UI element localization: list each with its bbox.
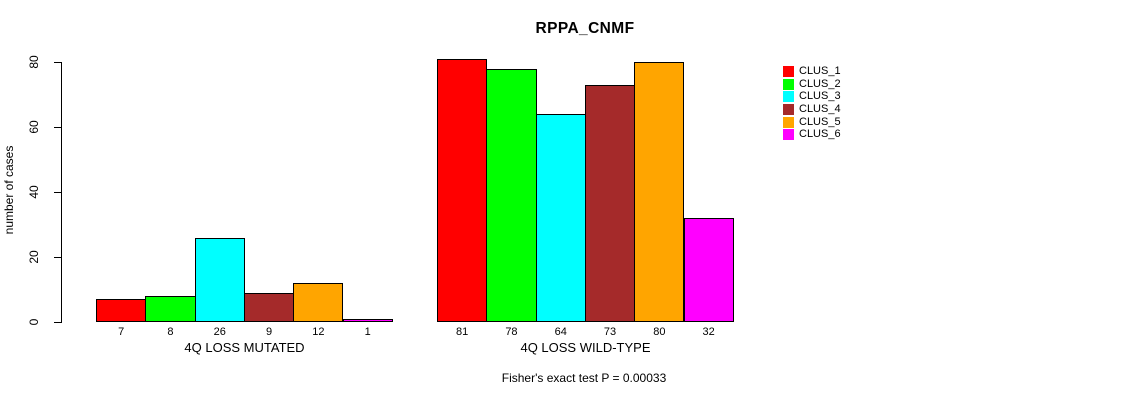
legend-label: CLUS_1: [799, 65, 841, 77]
legend-item-clus_5: CLUS_5: [783, 116, 841, 129]
y-tick-label: 80: [27, 55, 41, 69]
bar-clus_3: [535, 114, 586, 322]
legend-label: CLUS_4: [799, 103, 841, 116]
bar-value-label: 12: [312, 326, 325, 338]
legend-label: CLUS_5: [799, 115, 841, 128]
y-tick: [54, 192, 61, 193]
bar-value-label: 1: [364, 326, 371, 338]
legend-swatch-icon: [783, 116, 794, 128]
bar-value-label: 7: [118, 326, 125, 338]
bar-group-mutated: 4Q LOSS MUTATED 7 8 26 9 12 1: [96, 0, 393, 355]
bar-value-label: 9: [265, 326, 273, 338]
bar-clus_2: [486, 68, 537, 322]
y-tick: [54, 322, 61, 323]
legend-label: CLUS_2: [799, 77, 841, 90]
bar-value-label: 78: [505, 326, 518, 338]
legend-swatch-icon: [783, 129, 794, 141]
bar-value-label: 81: [456, 326, 469, 338]
group-label-wild-type: 4Q LOSS WILD-TYPE: [520, 340, 651, 355]
bar-clus_5: [634, 62, 685, 322]
bar-clus_3: [194, 237, 245, 322]
y-tick-label: 0: [27, 318, 41, 326]
y-tick: [54, 257, 61, 258]
legend-item-clus_2: CLUS_2: [783, 78, 841, 91]
bar-value-label: 26: [213, 326, 226, 338]
chart-title: RPPA_CNMF: [535, 20, 635, 37]
legend-label: CLUS_3: [799, 90, 841, 103]
bar-value-label: 73: [603, 326, 617, 338]
legend-swatch-icon: [783, 91, 794, 103]
y-axis-title: number of cases: [2, 145, 16, 235]
legend-swatch-icon: [783, 103, 794, 115]
legend-item-clus_1: CLUS_1: [783, 65, 841, 78]
bar-value-label: 8: [167, 326, 174, 338]
bar-clus_6: [342, 318, 393, 322]
y-tick-label: 20: [27, 250, 41, 264]
bar-clus_1: [96, 299, 147, 322]
bar-value-label: 80: [653, 326, 666, 338]
group-label-mutated: 4Q LOSS MUTATED: [184, 340, 305, 355]
bar-value-label: 32: [702, 326, 715, 338]
bar-clus_2: [145, 296, 196, 322]
bar-clus_4: [243, 292, 295, 322]
y-axis-line: [61, 62, 62, 323]
bar-clus_6: [683, 218, 734, 322]
bar-clus_5: [293, 283, 344, 322]
legend-item-clus_4: CLUS_4: [783, 103, 841, 116]
fisher-test-annotation: Fisher's exact test P = 0.00033: [501, 371, 667, 385]
bar-value-label: 64: [554, 326, 567, 338]
y-tick: [54, 62, 61, 63]
legend-swatch-icon: [783, 65, 794, 77]
y-tick-label: 60: [27, 120, 41, 134]
bar-group-wild-type: 4Q LOSS WILD-TYPE 81 78 64 73 80 32: [437, 0, 734, 355]
bar-clus_4: [584, 84, 636, 322]
legend-swatch-icon: [783, 78, 794, 90]
legend-label: CLUS_6: [799, 128, 841, 141]
legend-item-clus_6: CLUS_6: [783, 128, 841, 141]
legend: CLUS_1 CLUS_2 CLUS_3 CLUS_4 CLUS_5 CLUS_6: [783, 65, 841, 141]
bar-clus_1: [437, 58, 488, 322]
y-tick: [54, 127, 61, 128]
legend-item-clus_3: CLUS_3: [783, 90, 841, 103]
y-tick-label: 40: [27, 185, 41, 199]
